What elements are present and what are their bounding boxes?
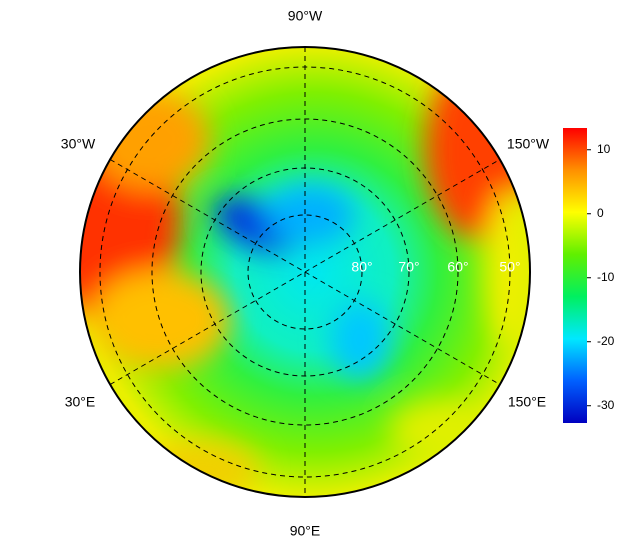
meridian-label: 150°E (508, 394, 546, 410)
meridian-label: 90°W (288, 8, 323, 24)
latitude-label: 60° (447, 259, 468, 275)
colorbar-tick-label: 0 (597, 206, 604, 220)
latitude-label: 80° (351, 259, 372, 275)
graticule (99, 47, 511, 497)
meridian-label: 30°W (61, 136, 96, 152)
colorbar-tick-label: -20 (597, 334, 615, 348)
colorbar-ticks: 10 0 -10 -20 -30 (587, 142, 615, 412)
meridian-label: 90°E (290, 523, 321, 539)
meridian-label: 150°W (507, 136, 550, 152)
colorbar (563, 128, 587, 423)
meridian-label: 30°E (65, 394, 96, 410)
meridian (109, 159, 501, 385)
latitude-circle (247, 214, 363, 330)
colorbar-tick-label: -10 (597, 270, 615, 284)
latitude-label: 50° (499, 259, 520, 275)
latitude-label: 70° (398, 259, 419, 275)
map-labels: 80° 70° 60° 50° 90°W 30°W 150°W 30°E 150°E 90°E (61, 8, 550, 539)
colorbar-tick-label: -30 (597, 398, 615, 412)
colorbar-tick-label: 10 (597, 142, 611, 156)
map-border (79, 46, 531, 498)
